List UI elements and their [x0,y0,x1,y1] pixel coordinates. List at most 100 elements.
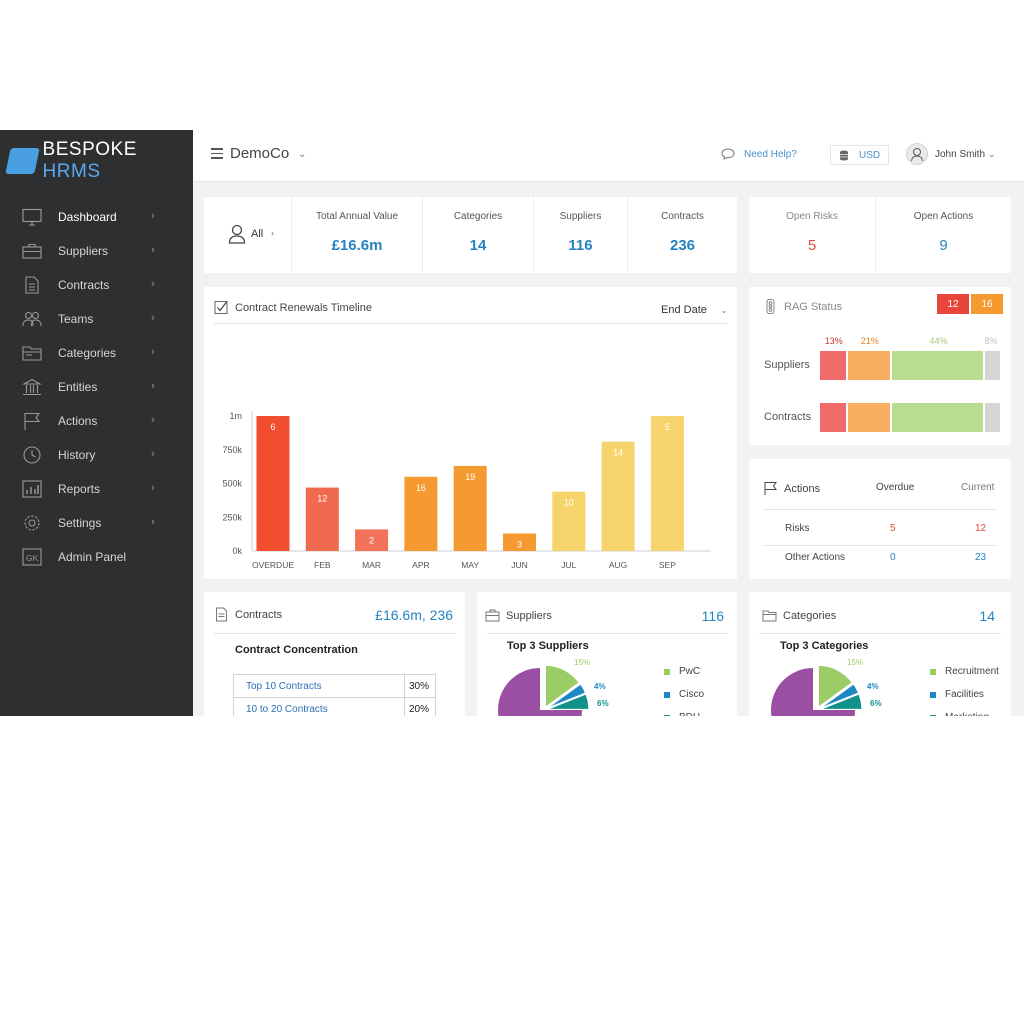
rag-segment[interactable] [847,403,890,432]
panel-title: Actions [763,481,820,496]
legend-item[interactable]: BDH [664,706,704,716]
admin-icon: GK [22,548,42,566]
chevron-down-icon[interactable]: ⌄ [298,149,307,160]
rag-segment[interactable] [820,403,846,432]
col-overdue: Overdue [876,482,915,493]
bar-data-label: 5 [665,422,670,432]
chevron-right-icon: › [151,210,155,222]
x-tick-label: JUL [561,560,576,570]
all-filter[interactable]: All › [204,197,292,273]
menu-icon[interactable] [211,148,223,160]
suppliers-legend: PwC Cisco BDH [664,660,704,716]
legend-item[interactable]: Marketing [930,706,999,716]
x-tick-label: FEB [314,560,331,570]
chevron-right-icon: › [151,278,155,290]
action-current-value[interactable]: 12 [975,523,987,534]
rag-segment[interactable] [985,351,1000,380]
legend-label: Cisco [679,689,705,700]
x-tick-label: SEP [659,560,676,570]
action-overdue-value[interactable]: 5 [890,523,896,534]
bar-sep[interactable] [650,416,684,551]
sidebar-item-settings[interactable]: Settings › [0,506,193,540]
rag-segment[interactable] [891,403,984,432]
categories-pie-chart: 15% 4% 6% [771,658,882,716]
pie-slice-other[interactable] [498,668,582,716]
chevron-right-icon: › [271,228,274,238]
sidebar-item-admin-panel[interactable]: GK Admin Panel [0,540,193,574]
table-cell-label[interactable]: Top 10 Contracts [233,674,405,698]
table-row[interactable]: Top 10 Contracts 30% [233,674,436,698]
sidebar-item-categories[interactable]: Categories › [0,336,193,370]
sort-dropdown[interactable]: End Date ⌄ [661,304,728,316]
rag-segment[interactable] [847,351,890,380]
sidebar-item-dashboard[interactable]: Dashboard › [0,200,193,234]
rag-segment[interactable] [820,351,846,380]
bar-jul[interactable] [552,491,586,551]
categories-card: Categories 14 Top 3 Categories 15% 4% 6% R… [749,592,1011,716]
flag-icon [22,412,42,430]
legend-label: BDH [679,712,700,716]
stat-categories[interactable]: Categories 14 [423,197,534,273]
help-link[interactable]: Need Help? [721,148,797,160]
action-row-label[interactable]: Risks [785,523,810,534]
pie-slice[interactable] [544,664,581,709]
legend-item[interactable]: Facilities [930,683,999,706]
bar-jun[interactable] [503,533,536,551]
sidebar-item-label: Suppliers [58,244,109,258]
legend-item[interactable]: Recruitment [930,660,999,683]
pie-slice[interactable] [819,683,860,710]
chevron-right-icon: › [151,414,155,426]
sidebar-item-history[interactable]: History › [0,438,193,472]
action-row-label[interactable]: Other Actions [785,552,846,563]
bar-apr[interactable] [404,476,438,551]
stat-open-risks[interactable]: Open Risks 5 [749,197,876,273]
bar-feb[interactable] [305,487,339,551]
divider [214,323,727,324]
sidebar-item-reports[interactable]: Reports › [0,472,193,506]
sidebar-item-teams[interactable]: Teams › [0,302,193,336]
table-row[interactable]: 10 to 20 Contracts 20% [233,697,436,716]
rag-badge[interactable]: 12 [937,294,969,314]
stat-suppliers[interactable]: Suppliers 116 [534,197,628,273]
x-tick-label: OVERDUE [252,560,294,570]
rag-bar[interactable] [820,403,1002,432]
pie-slice-other[interactable] [771,668,855,716]
document-icon [216,607,227,622]
actions-panel: Actions Overdue Current Risks 5 12 Other… [749,459,1011,579]
rag-badge[interactable]: 16 [971,294,1003,314]
org-selector[interactable]: DemoCo [230,145,290,162]
sidebar-item-label: Actions [58,414,98,428]
rag-percentages: 13% 21% 44% 8% [820,336,1004,348]
pie-slice[interactable] [546,683,587,710]
pie-slice[interactable] [817,664,854,709]
stat-total-annual-value[interactable]: Total Annual Value £16.6m [292,197,423,273]
sidebar-item-entities[interactable]: Entities › [0,370,193,404]
pie-slice[interactable] [819,693,863,711]
pie-slice[interactable] [546,693,590,711]
bar-data-label: 2 [369,535,374,545]
stat-contracts[interactable]: Contracts 236 [628,197,737,273]
table-cell-label[interactable]: 10 to 20 Contracts [233,697,405,716]
stat-open-actions[interactable]: Open Actions 9 [876,197,1011,273]
sidebar-item-contracts[interactable]: Contracts › [0,268,193,302]
rag-segment[interactable] [985,403,1000,432]
action-current-value[interactable]: 23 [975,552,987,563]
sidebar-item-actions[interactable]: Actions › [0,404,193,438]
panel-title: RAG Status [763,299,842,314]
rag-bar[interactable] [820,351,1002,380]
brand-logo[interactable]: BESPOKE HRMS [5,139,193,182]
bar-mar[interactable] [355,529,389,551]
user-menu[interactable]: John Smith ⌄ [906,143,996,165]
rag-segment[interactable] [891,351,984,380]
action-overdue-value[interactable]: 0 [890,552,896,563]
legend-item[interactable]: Cisco [664,683,704,706]
bar-may[interactable] [453,465,487,551]
team-icon [22,310,42,328]
panel-title: Categories [762,608,836,623]
bar-overdue[interactable] [256,416,290,551]
currency-selector[interactable]: USD [830,145,890,165]
rag-percentage: 8% [984,336,998,346]
bar-aug[interactable] [601,441,635,551]
sidebar-item-suppliers[interactable]: Suppliers › [0,234,193,268]
legend-item[interactable]: PwC [664,660,704,683]
